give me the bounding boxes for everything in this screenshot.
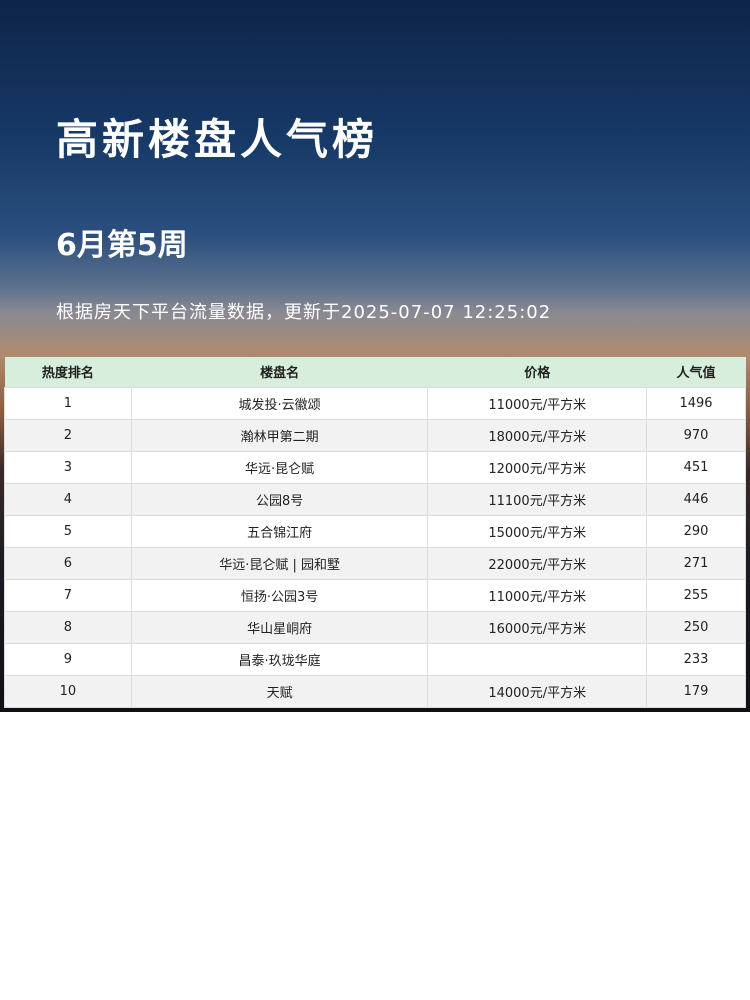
header-popularity: 人气值 <box>646 357 746 387</box>
cell-rank: 3 <box>4 450 132 484</box>
cell-price: 22000元/平方米 <box>427 546 648 580</box>
header-name: 楼盘名 <box>131 357 428 387</box>
cell-name: 华山星峒府 <box>130 610 429 644</box>
cell-price <box>427 642 648 676</box>
cell-name: 天赋 <box>130 674 429 708</box>
cell-price: 14000元/平方米 <box>427 674 648 708</box>
cell-rank: 6 <box>4 546 132 580</box>
table-row: 1 城发投·云徽颂 11000元/平方米 1496 <box>4 386 746 420</box>
cell-popularity: 250 <box>646 610 746 644</box>
cell-rank: 7 <box>4 578 132 612</box>
cell-rank: 8 <box>4 610 132 644</box>
cell-rank: 1 <box>4 386 132 420</box>
cell-price: 11000元/平方米 <box>427 386 648 420</box>
table-row: 5 五合锦江府 15000元/平方米 290 <box>4 514 746 548</box>
table-row: 9 昌泰·玖珑华庭 233 <box>4 642 746 676</box>
cell-price: 11100元/平方米 <box>427 482 648 516</box>
table-row: 3 华远·昆仑赋 12000元/平方米 451 <box>4 450 746 484</box>
cell-popularity: 451 <box>646 450 746 484</box>
table-row: 8 华山星峒府 16000元/平方米 250 <box>4 610 746 644</box>
cell-name: 华远·昆仑赋 | 园和墅 <box>130 546 429 580</box>
cell-price: 18000元/平方米 <box>427 418 648 452</box>
cell-popularity: 1496 <box>646 386 746 420</box>
table-row: 4 公园8号 11100元/平方米 446 <box>4 482 746 516</box>
table-row: 7 恒扬·公园3号 11000元/平方米 255 <box>4 578 746 612</box>
header-rank: 热度排名 <box>4 357 132 387</box>
cell-price: 15000元/平方米 <box>427 514 648 548</box>
cell-popularity: 255 <box>646 578 746 612</box>
ranking-table: 热度排名 楼盘名 价格 人气值 1 城发投·云徽颂 11000元/平方米 1496 2 瀚… <box>4 357 746 708</box>
cell-price: 16000元/平方米 <box>427 610 648 644</box>
cell-rank: 4 <box>4 482 132 516</box>
table-row: 10 天赋 14000元/平方米 179 <box>4 674 746 708</box>
update-info: 根据房天下平台流量数据，更新于2025-07-07 12:25:02 <box>56 302 552 323</box>
cell-rank: 5 <box>4 514 132 548</box>
cell-popularity: 233 <box>646 642 746 676</box>
cell-popularity: 446 <box>646 482 746 516</box>
cell-rank: 10 <box>4 674 132 708</box>
cell-name: 五合锦江府 <box>130 514 429 548</box>
cell-name: 城发投·云徽颂 <box>130 386 429 420</box>
cell-name: 瀚林甲第二期 <box>130 418 429 452</box>
table-row: 2 瀚林甲第二期 18000元/平方米 970 <box>4 418 746 452</box>
page-title: 高新楼盘人气榜 <box>56 115 379 164</box>
cell-price: 12000元/平方米 <box>427 450 648 484</box>
cell-popularity: 970 <box>646 418 746 452</box>
week-label: 6月第5周 <box>56 228 188 263</box>
cell-rank: 9 <box>4 642 132 676</box>
cell-name: 恒扬·公园3号 <box>130 578 429 612</box>
cell-popularity: 179 <box>646 674 746 708</box>
cell-name: 华远·昆仑赋 <box>130 450 429 484</box>
cell-price: 11000元/平方米 <box>427 578 648 612</box>
table-header: 热度排名 楼盘名 价格 人气值 <box>4 357 746 387</box>
cell-name: 公园8号 <box>130 482 429 516</box>
cell-popularity: 271 <box>646 546 746 580</box>
cell-name: 昌泰·玖珑华庭 <box>130 642 429 676</box>
cell-rank: 2 <box>4 418 132 452</box>
cell-popularity: 290 <box>646 514 746 548</box>
header-price: 价格 <box>427 357 647 387</box>
table-row: 6 华远·昆仑赋 | 园和墅 22000元/平方米 271 <box>4 546 746 580</box>
